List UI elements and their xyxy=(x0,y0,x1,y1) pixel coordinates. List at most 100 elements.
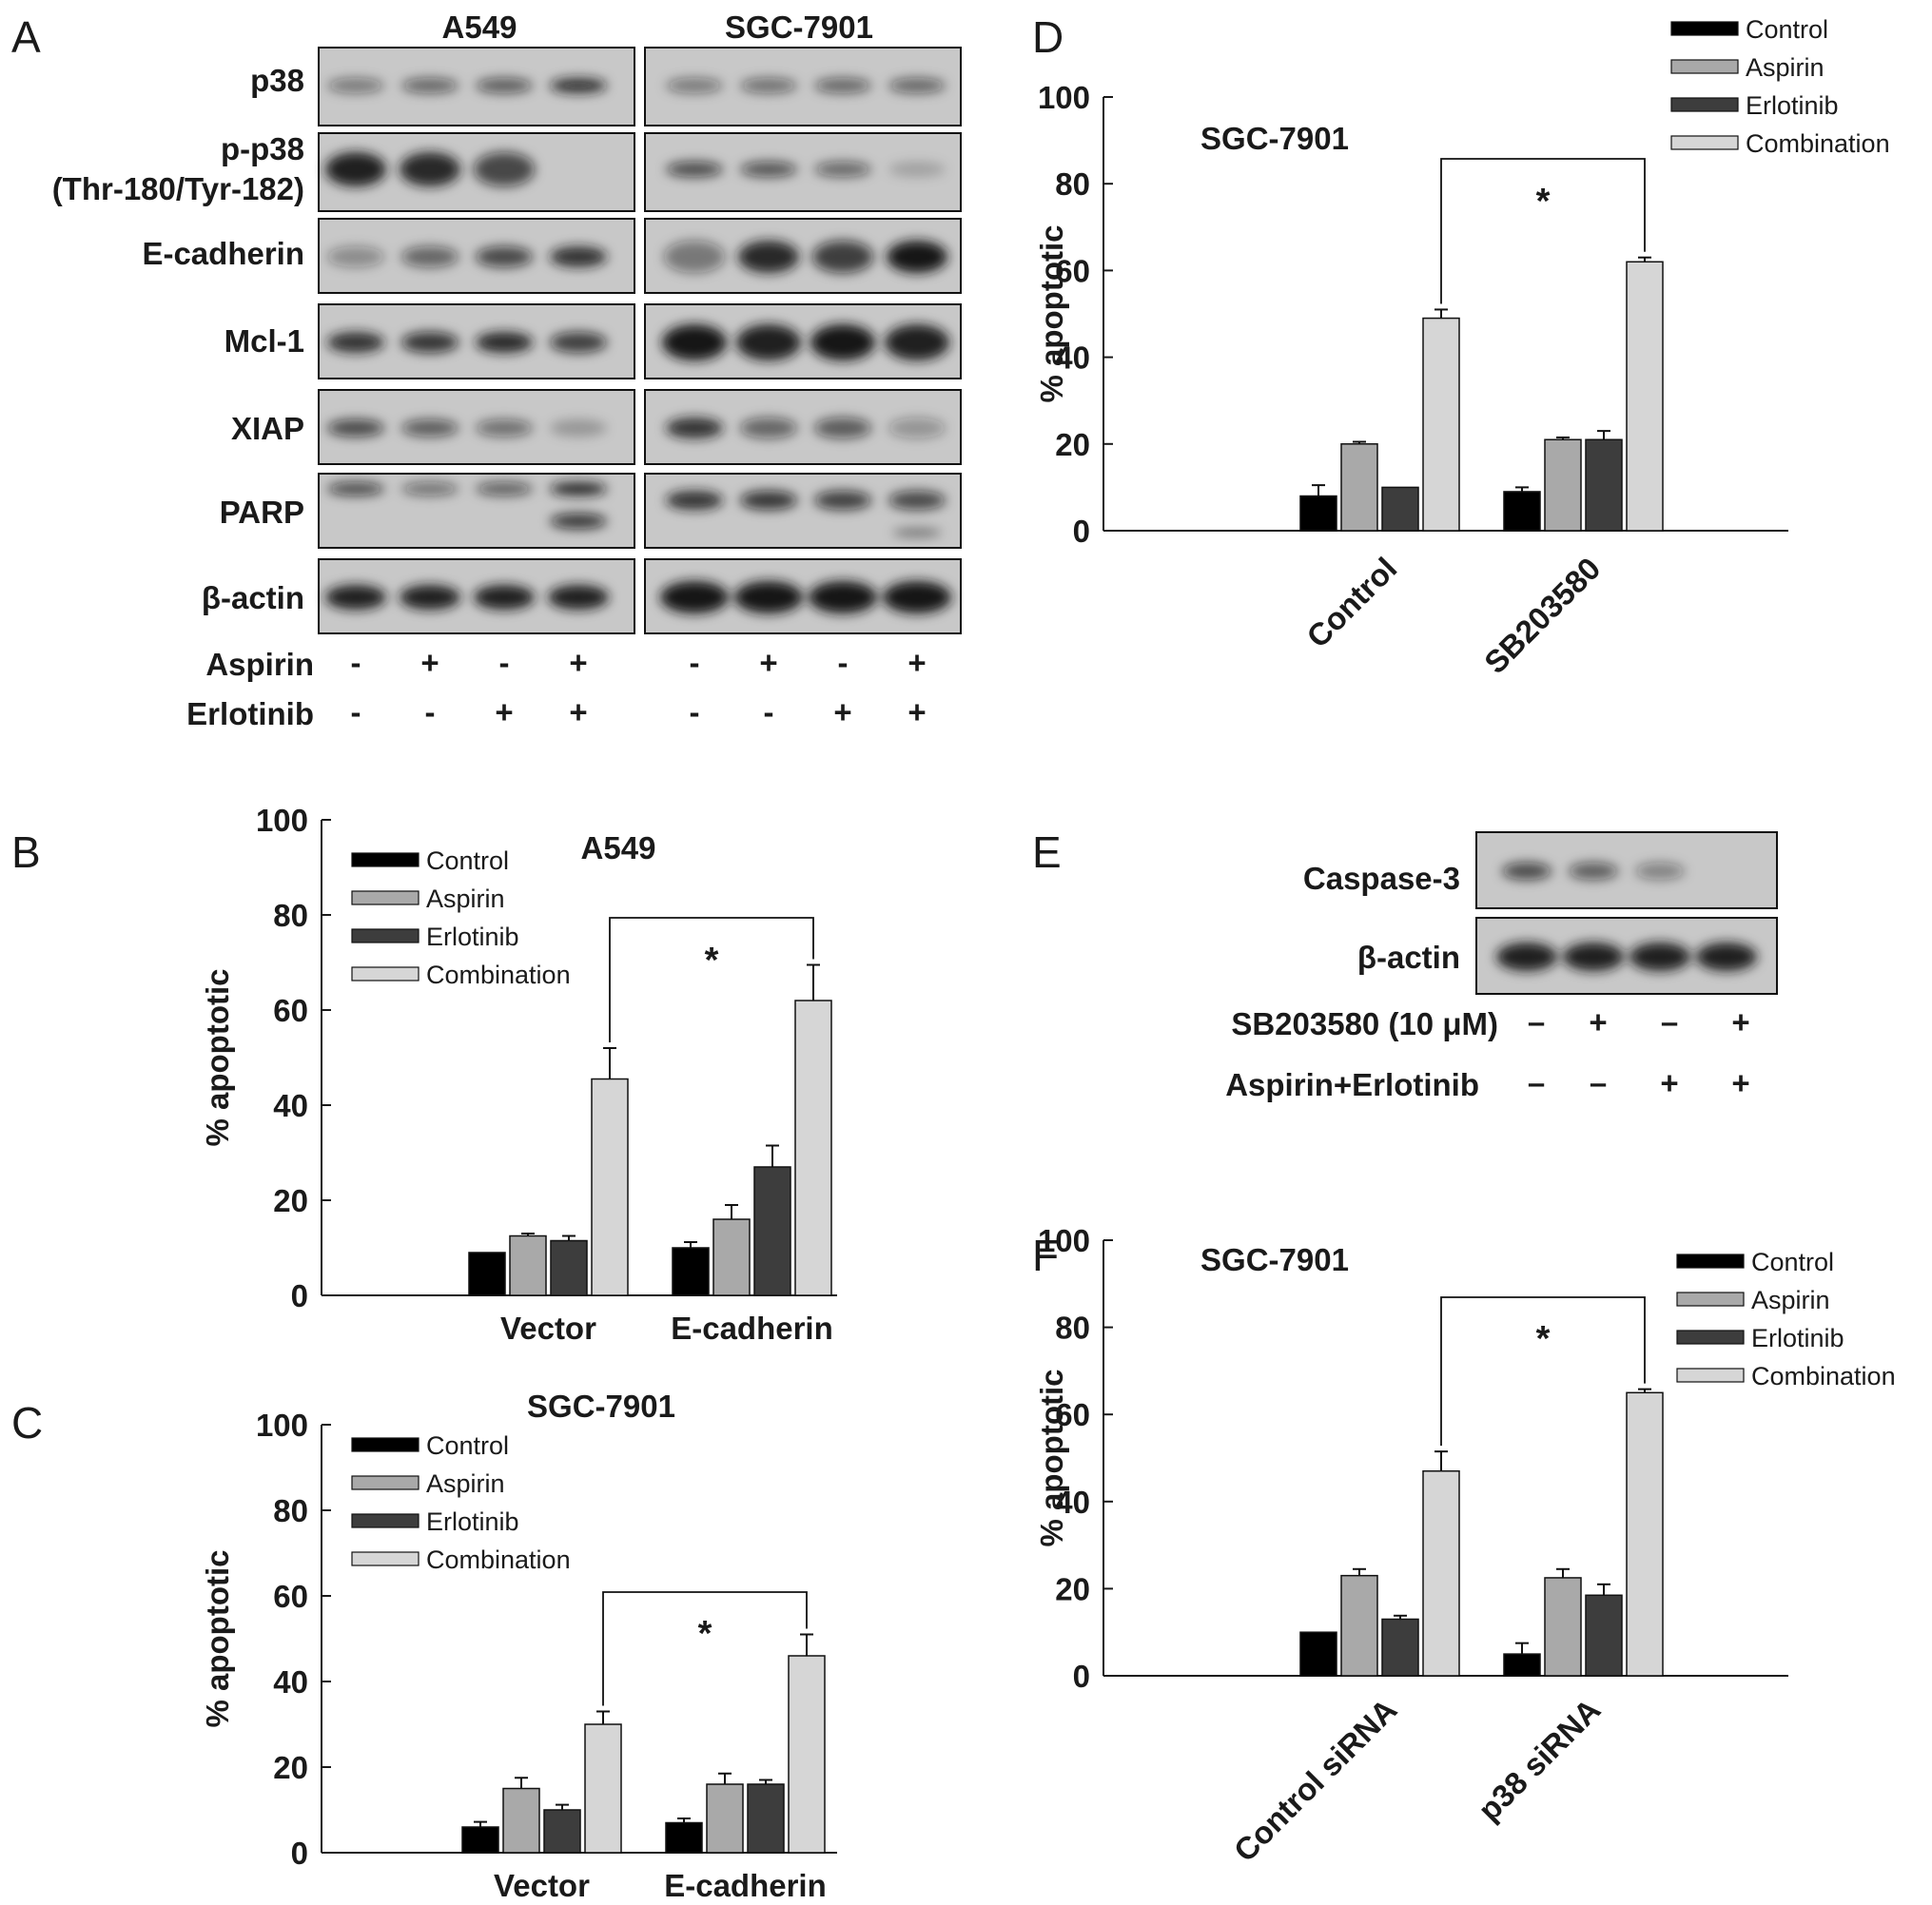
x-tick-label: E-cadherin xyxy=(664,1868,827,1903)
panel-letter-c: C xyxy=(11,1398,43,1448)
legend-label: Control xyxy=(1746,15,1828,44)
bar xyxy=(509,1234,547,1296)
blot-band xyxy=(400,152,460,186)
band-group xyxy=(325,581,951,613)
blot-band xyxy=(548,585,609,610)
blot-band xyxy=(474,152,535,186)
significance-bracket xyxy=(602,1591,808,1706)
treatment-row-aspirin-erlotinib: Aspirin+Erlotinib – – + + xyxy=(1225,1065,1749,1102)
y-tick-label: 60 xyxy=(273,993,308,1028)
band-group xyxy=(327,418,946,438)
bar xyxy=(1585,438,1623,532)
blot-band xyxy=(666,418,723,438)
blot-band xyxy=(400,585,460,610)
blot-band-cleaved xyxy=(550,514,607,529)
blot-band xyxy=(401,332,459,353)
bar xyxy=(591,1078,629,1296)
bar xyxy=(1626,1391,1664,1677)
blot-label-p38: p38 xyxy=(250,63,304,98)
bar xyxy=(712,1218,751,1296)
y-tick-label: 100 xyxy=(1038,80,1090,115)
legend-label: Control xyxy=(426,846,509,875)
treatment-sign: - xyxy=(838,645,849,680)
band-group xyxy=(327,241,947,273)
treatment-sign: + xyxy=(907,645,926,680)
legend-label: Aspirin xyxy=(426,884,505,913)
bar xyxy=(550,1239,588,1296)
bar xyxy=(1422,1469,1460,1677)
treatment-row-aspirin: Aspirin - + - + - + - + xyxy=(205,645,926,682)
blot-row-beta-actin: β-actin xyxy=(202,558,962,634)
blot-row-p-p38: p-p38 (Thr-180/Tyr-182) xyxy=(52,131,962,212)
treatment-sign: - xyxy=(351,645,361,680)
bar xyxy=(1585,1594,1623,1677)
y-tick-label: 20 xyxy=(1055,1571,1090,1606)
treatment-sign: + xyxy=(420,645,439,680)
y-tick-label: 20 xyxy=(273,1750,308,1785)
treatment-sign: – xyxy=(1528,1004,1545,1040)
blot-band xyxy=(883,581,951,613)
x-tick-label: Control xyxy=(1299,551,1403,654)
legend-swatch xyxy=(351,1551,420,1566)
bar xyxy=(753,1166,791,1296)
bar xyxy=(706,1783,744,1854)
blot-band xyxy=(401,419,459,437)
panel-letter-f: F xyxy=(1032,1231,1059,1280)
blot-band xyxy=(810,324,875,360)
panel-letter-e: E xyxy=(1032,827,1062,877)
x-tick-label: Vector xyxy=(500,1311,596,1346)
legend-label: Aspirin xyxy=(1746,53,1825,82)
blot-band xyxy=(666,162,723,177)
blot-band xyxy=(327,78,384,93)
y-tick-label: 0 xyxy=(291,1836,308,1871)
blot-band xyxy=(660,581,729,613)
blot-label-parp: PARP xyxy=(220,495,304,530)
bar xyxy=(1544,438,1582,532)
blot-band xyxy=(1635,863,1685,880)
legend-swatch xyxy=(351,1475,420,1490)
treatment-sign: + xyxy=(1660,1065,1678,1100)
blot-band xyxy=(476,246,533,267)
blot-row-parp: PARP xyxy=(220,473,962,549)
treatment-label-aspirin: Aspirin xyxy=(205,647,314,682)
bar xyxy=(1544,1577,1582,1677)
bar-chart-d: 0 20 40 60 80 100 % apoptotic SGC-7901 Control SB… xyxy=(1034,15,1890,680)
blot-band xyxy=(814,418,871,438)
blot-row-p38: p38 xyxy=(250,47,962,126)
blot-band xyxy=(1563,943,1624,971)
legend-swatch xyxy=(1670,21,1739,36)
legend-label: Erlotinib xyxy=(426,923,519,951)
band-group xyxy=(327,324,949,360)
blot-band xyxy=(401,78,459,93)
blot-band xyxy=(740,418,797,438)
legend-label: Combination xyxy=(1746,129,1890,158)
treatment-sign: + xyxy=(833,694,851,729)
bar xyxy=(1340,443,1378,532)
significance-star: * xyxy=(1536,1319,1551,1359)
y-tick-label: 100 xyxy=(256,1408,308,1443)
blot-band xyxy=(327,482,384,496)
bar-chart-c: 0 20 40 60 80 100 % apoptotic SGC-7901 Vector E-c… xyxy=(200,1389,837,1903)
treatment-sign: + xyxy=(1731,1004,1749,1040)
treatment-sign: - xyxy=(690,694,700,729)
band-group xyxy=(1502,863,1685,880)
blot-band xyxy=(327,246,384,267)
bar xyxy=(1299,1631,1337,1677)
significance-star: * xyxy=(698,1614,712,1654)
blot-label-e-cadherin: E-cadherin xyxy=(142,236,304,271)
blot-row-e-cadherin: E-cadherin xyxy=(142,218,962,294)
treatment-sign: - xyxy=(690,645,700,680)
blot-band xyxy=(1569,863,1618,880)
blot-band xyxy=(476,332,533,353)
legend-label: Aspirin xyxy=(426,1469,505,1498)
bar xyxy=(1381,486,1419,532)
bar-chart-b: 0 20 40 60 80 100 % apoptotic A549 Vector E-cadhe… xyxy=(200,803,837,1346)
blot-band xyxy=(809,581,877,613)
bar xyxy=(747,1783,785,1854)
bar-charts: 0 20 40 60 80 100 % apoptotic A549 Vector E-cadhe… xyxy=(200,15,1896,1903)
bar xyxy=(1299,495,1337,532)
blot-band xyxy=(1496,943,1557,971)
cell-line-a549: A549 xyxy=(442,10,517,45)
treatment-sign: + xyxy=(759,645,777,680)
